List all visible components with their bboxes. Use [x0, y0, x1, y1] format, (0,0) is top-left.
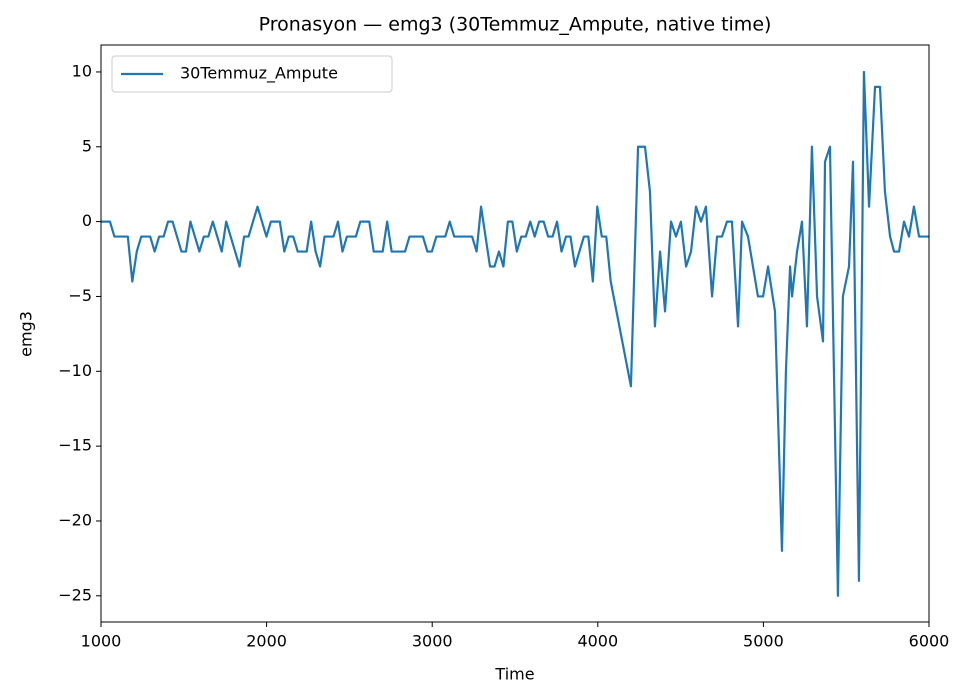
x-axis-label: Time	[494, 665, 534, 684]
y-tick-label: −10	[58, 361, 92, 380]
legend-label: 30Temmuz_Ampute	[180, 64, 338, 84]
y-tick-label: −20	[58, 510, 92, 529]
x-tick-label: 4000	[577, 632, 618, 651]
y-axis-label: emg3	[17, 311, 36, 357]
y-tick-label: −5	[68, 286, 92, 305]
data-line	[101, 70, 929, 597]
x-tick-label: 3000	[412, 632, 453, 651]
y-tick-label: 10	[72, 61, 92, 80]
y-tick-label: 0	[82, 211, 92, 230]
x-tick-label: 5000	[743, 632, 784, 651]
x-tick-label: 2000	[246, 632, 287, 651]
x-tick-label: 1000	[81, 632, 122, 651]
plot-frame	[100, 44, 930, 623]
y-tick-label: −15	[58, 436, 92, 455]
x-tick-label: 6000	[909, 632, 950, 651]
chart-title: Pronasyon — emg3 (30Temmuz_Ampute, nativ…	[259, 14, 772, 36]
legend-box	[111, 55, 393, 93]
y-tick-label: −25	[58, 585, 92, 604]
y-tick-label: 5	[82, 136, 92, 155]
